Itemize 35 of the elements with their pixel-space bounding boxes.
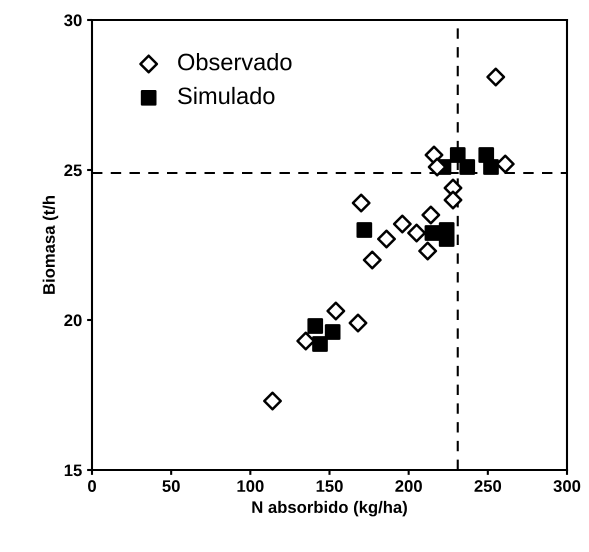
x-tick-label: 0 <box>88 480 96 492</box>
x-axis-title: N absorbido (kg/ha) <box>252 500 407 516</box>
point <box>326 302 346 320</box>
point <box>483 159 499 175</box>
x-tick-label: 50 <box>162 480 180 492</box>
y-tick-label: 15 <box>64 464 82 476</box>
point <box>362 250 382 270</box>
point <box>312 336 328 352</box>
point <box>407 224 426 242</box>
point <box>486 68 506 86</box>
y-axis-title: Biomasa (t/h <box>42 196 58 294</box>
point <box>324 324 341 340</box>
point <box>392 214 412 234</box>
y-tick-label: 20 <box>64 314 82 326</box>
legend-label: Simulado <box>178 86 274 104</box>
point <box>459 159 476 175</box>
x-tick-label: 300 <box>553 480 580 492</box>
point <box>352 194 371 212</box>
x-tick-label: 250 <box>474 480 502 492</box>
point <box>263 392 282 410</box>
point <box>418 242 438 260</box>
point <box>377 230 396 248</box>
point <box>450 147 466 163</box>
point <box>444 190 462 210</box>
point <box>421 206 440 224</box>
x-tick-label: 150 <box>316 480 343 492</box>
x-tick-label: 100 <box>237 480 264 492</box>
y-tick-label: 25 <box>64 164 82 176</box>
point <box>348 314 368 332</box>
point <box>424 225 440 241</box>
legend-label: Observado <box>178 53 292 70</box>
x-tick-label: 200 <box>395 480 422 492</box>
point <box>356 222 372 238</box>
y-tick-label: 30 <box>64 14 82 26</box>
point <box>307 318 324 334</box>
